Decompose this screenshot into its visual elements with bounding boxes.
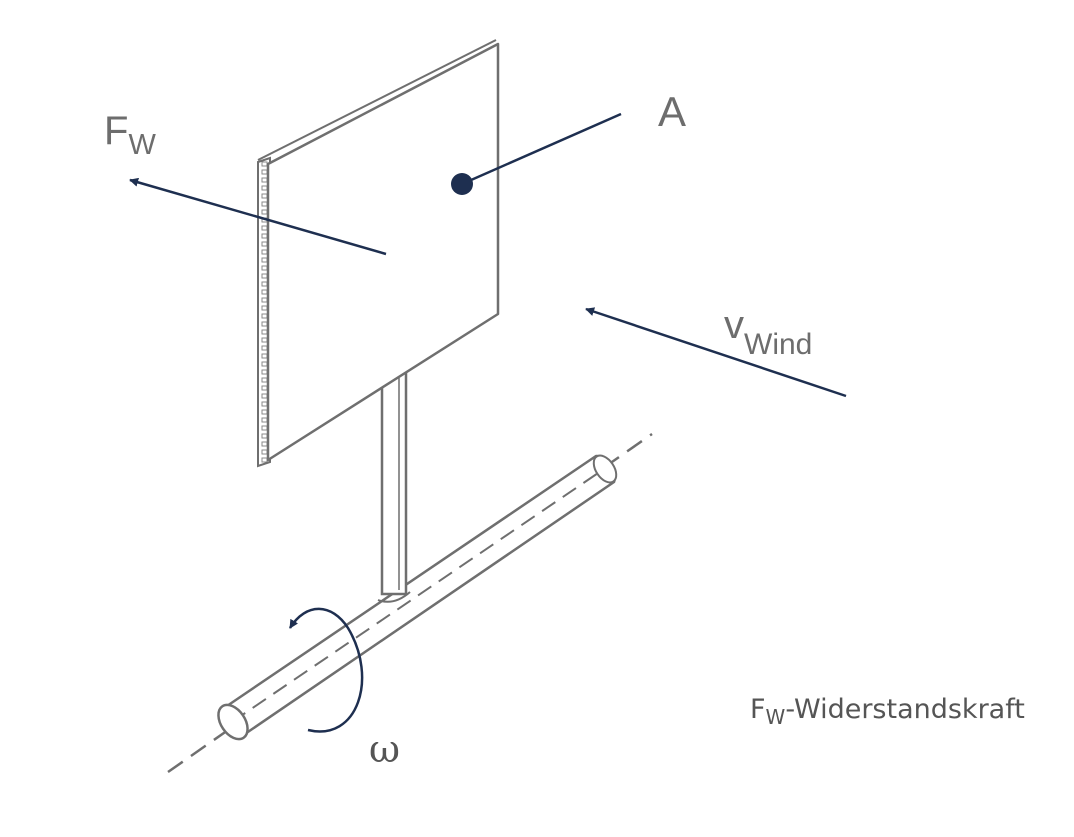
area-label: A xyxy=(658,88,686,135)
force-label: FW xyxy=(104,109,156,161)
wind-label: vWind xyxy=(724,303,812,361)
legend-sub: W xyxy=(766,705,786,729)
rod-joint xyxy=(377,591,411,603)
wind-label-sub: Wind xyxy=(744,328,812,361)
legend: FW-Widerstandskraft xyxy=(750,694,1025,729)
legend-main: F xyxy=(750,694,766,725)
rotation-arrow xyxy=(288,607,364,733)
plate xyxy=(257,39,500,468)
shaft-far-cap xyxy=(592,454,618,484)
wind-arrow xyxy=(585,307,847,398)
drag-force-arrow xyxy=(129,177,387,256)
area-marker xyxy=(451,112,622,195)
shaft-cylinder xyxy=(222,454,616,738)
support-rod xyxy=(377,370,411,603)
force-label-sub: W xyxy=(128,129,156,161)
plate-top-rim xyxy=(257,39,497,161)
area-dot xyxy=(451,173,473,195)
force-label-main: F xyxy=(104,109,128,153)
omega-label: ω xyxy=(369,727,400,771)
wind-label-main: v xyxy=(724,303,744,347)
shaft xyxy=(167,432,653,774)
area-leader-line xyxy=(461,112,622,186)
legend-text: -Widerstandskraft xyxy=(785,694,1025,725)
shaft-end-cap xyxy=(217,703,249,741)
rod-body xyxy=(380,370,408,596)
